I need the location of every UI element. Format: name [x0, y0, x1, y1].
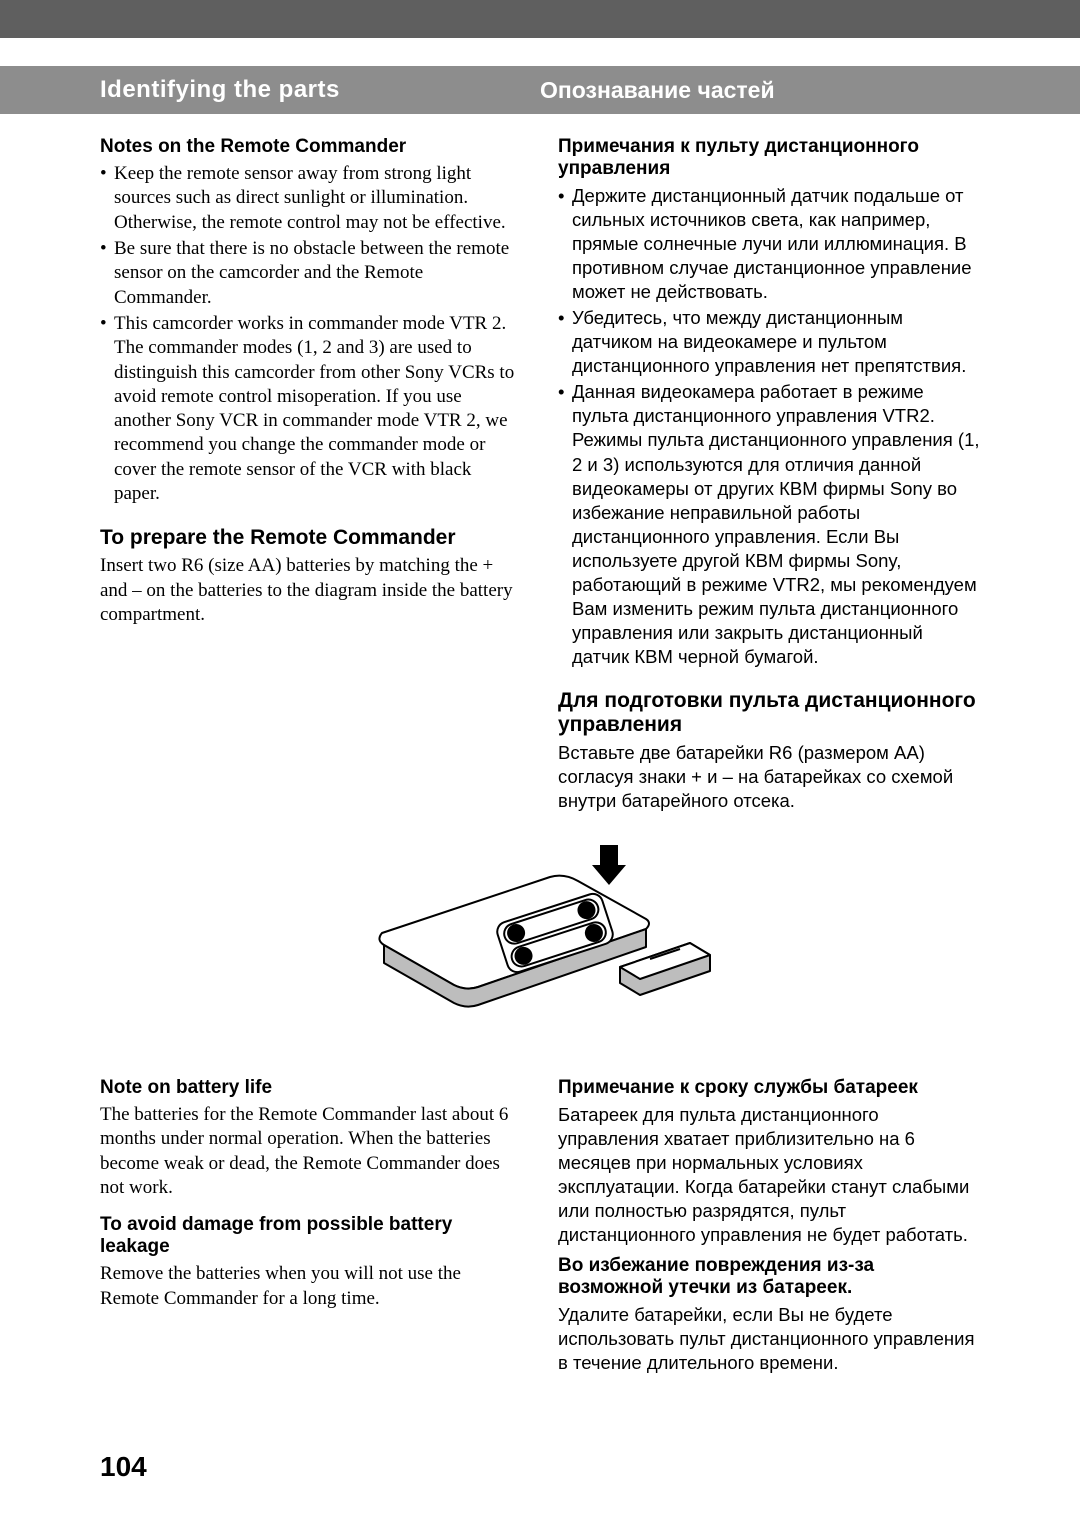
- prepare-heading-en: To prepare the Remote Commander: [100, 526, 522, 550]
- column-russian: Примечания к пульту дистанционного управ…: [558, 136, 980, 819]
- top-bar: [0, 0, 1080, 38]
- page: Identifying the parts Опознавание частей…: [0, 0, 1080, 1533]
- remote-battery-illustration: – + + –: [350, 837, 730, 1057]
- lower-column-english: Note on battery life The batteries for t…: [100, 1077, 522, 1381]
- lower-column-russian: Примечание к сроку службы батареек Батар…: [558, 1077, 980, 1381]
- prepare-text-ru: Вставьте две батарейки R6 (размером AA) …: [558, 741, 980, 813]
- notes-heading-ru: Примечания к пульту дистанционного управ…: [558, 136, 980, 180]
- page-number: 104: [100, 1451, 147, 1483]
- header-band: Identifying the parts Опознавание частей: [0, 66, 1080, 114]
- prepare-text-en: Insert two R6 (size AA) batteries by mat…: [100, 554, 522, 627]
- content-columns: Notes on the Remote Commander Keep the r…: [0, 114, 1080, 819]
- leakage-text-ru: Удалите батарейки, если Вы не будете исп…: [558, 1303, 980, 1375]
- remote-body: – + + –: [379, 876, 649, 1007]
- notes-list-ru: Держите дистанционный датчик подальше от…: [558, 184, 980, 669]
- note-item-ru: Данная видеокамера работает в режиме пул…: [558, 380, 980, 669]
- note-item-ru: Держите дистанционный датчик подальше от…: [558, 184, 980, 304]
- battery-heading-ru: Примечание к сроку службы батареек: [558, 1077, 980, 1099]
- notes-list-en: Keep the remote sensor away from strong …: [100, 162, 522, 506]
- note-item-en: Be sure that there is no obstacle betwee…: [100, 237, 522, 310]
- battery-text-en: The batteries for the Remote Commander l…: [100, 1103, 522, 1200]
- battery-heading-en: Note on battery life: [100, 1077, 522, 1099]
- header-title-right: Опознавание частей: [540, 77, 980, 104]
- leakage-heading-en: To avoid damage from possible battery le…: [100, 1214, 522, 1258]
- battery-text-ru: Батареек для пульта дистанционного управ…: [558, 1103, 980, 1247]
- leakage-text-en: Remove the batteries when you will not u…: [100, 1262, 522, 1311]
- notes-heading-en: Notes on the Remote Commander: [100, 136, 522, 158]
- note-item-en: Keep the remote sensor away from strong …: [100, 162, 522, 235]
- note-item-en: This camcorder works in commander mode V…: [100, 312, 522, 507]
- arrow-icon: [592, 845, 626, 885]
- battery-figure: – + + –: [0, 819, 1080, 1071]
- note-item-ru: Убедитесь, что между дистанционным датчи…: [558, 306, 980, 378]
- lower-columns: Note on battery life The batteries for t…: [0, 1071, 1080, 1381]
- header-title-left: Identifying the parts: [100, 76, 540, 104]
- column-english: Notes on the Remote Commander Keep the r…: [100, 136, 522, 819]
- prepare-heading-ru: Для подготовки пульта дистанционного упр…: [558, 689, 980, 737]
- leakage-heading-ru: Во избежание повреждения из-за возможной…: [558, 1255, 980, 1299]
